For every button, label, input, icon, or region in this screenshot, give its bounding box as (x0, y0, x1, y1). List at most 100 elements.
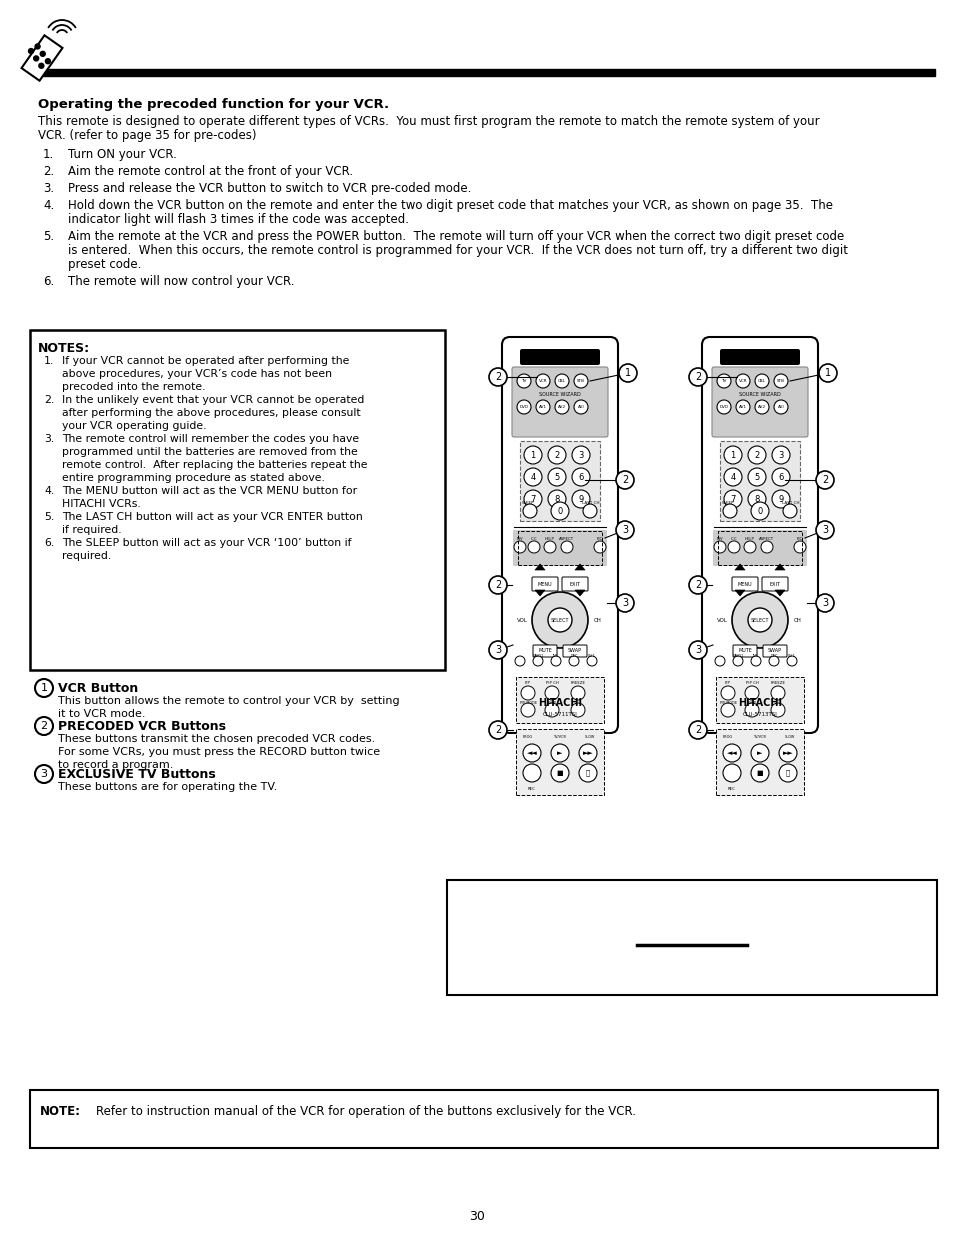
Circle shape (717, 374, 730, 388)
Circle shape (771, 490, 789, 508)
Text: 2: 2 (694, 725, 700, 735)
Text: VCR: VCR (738, 379, 746, 383)
Circle shape (544, 703, 558, 718)
Circle shape (533, 656, 542, 666)
Circle shape (760, 541, 772, 553)
Circle shape (688, 721, 706, 739)
FancyBboxPatch shape (532, 577, 558, 592)
FancyBboxPatch shape (761, 577, 787, 592)
Text: entire programming procedure as stated above.: entire programming procedure as stated a… (62, 473, 325, 483)
Text: For some VCRs, you must press the RECORD button twice: For some VCRs, you must press the RECORD… (58, 747, 379, 757)
Text: SWAP: SWAP (567, 648, 581, 653)
FancyBboxPatch shape (731, 577, 758, 592)
Text: SWAP: SWAP (767, 648, 781, 653)
Circle shape (815, 594, 833, 613)
Circle shape (815, 521, 833, 538)
Circle shape (582, 504, 597, 517)
Text: 2: 2 (495, 372, 500, 382)
Text: AV2: AV2 (757, 405, 765, 409)
Polygon shape (575, 590, 584, 597)
Circle shape (717, 400, 730, 414)
Circle shape (517, 374, 531, 388)
Text: 7: 7 (730, 494, 735, 504)
Circle shape (551, 743, 568, 762)
Text: LAST CH: LAST CH (781, 501, 799, 505)
Text: PROG: PROG (522, 735, 533, 739)
Text: 30: 30 (469, 1210, 484, 1223)
Circle shape (744, 685, 759, 700)
Text: HELP: HELP (744, 537, 754, 541)
Circle shape (782, 504, 796, 517)
Text: HELP: HELP (544, 537, 555, 541)
Circle shape (754, 400, 768, 414)
Text: Aim the remote at the VCR and press the POWER button.  The remote will turn off : Aim the remote at the VCR and press the … (68, 230, 843, 243)
Text: SOURCE WIZARD: SOURCE WIZARD (739, 393, 781, 398)
Circle shape (532, 592, 587, 648)
Text: CH: CH (793, 618, 801, 622)
Circle shape (722, 743, 740, 762)
FancyBboxPatch shape (519, 350, 599, 366)
Text: SLEEP: SLEEP (521, 501, 534, 505)
Circle shape (551, 656, 560, 666)
Text: STB: STB (776, 379, 784, 383)
Text: required.: required. (62, 551, 112, 561)
Text: DVD: DVD (719, 405, 728, 409)
Circle shape (747, 608, 771, 632)
Text: 2: 2 (495, 725, 500, 735)
Text: 3: 3 (40, 769, 48, 779)
Bar (718, 531, 801, 564)
Text: C.C: C.C (730, 537, 737, 541)
Text: 8: 8 (554, 494, 559, 504)
Circle shape (568, 656, 578, 666)
Circle shape (578, 743, 597, 762)
Circle shape (815, 471, 833, 489)
Text: TV/VCR: TV/VCR (753, 735, 765, 739)
Text: SLOW: SLOW (584, 735, 595, 739)
Text: 3.: 3. (44, 433, 54, 445)
Text: SOURCE WIZARD: SOURCE WIZARD (538, 393, 580, 398)
Text: CBL: CBL (758, 379, 765, 383)
Text: INC: INC (752, 655, 759, 658)
Text: PIP CH: PIP CH (745, 680, 758, 685)
Text: 2: 2 (621, 475, 627, 485)
Text: it to VCR mode.: it to VCR mode. (58, 709, 146, 719)
Text: The MENU button will act as the VCR MENU button for: The MENU button will act as the VCR MENU… (62, 487, 356, 496)
Text: 8: 8 (754, 494, 759, 504)
Circle shape (779, 764, 796, 782)
Text: 3: 3 (821, 598, 827, 608)
Text: Refer to instruction manual of the VCR for operation of the buttons exclusively : Refer to instruction manual of the VCR f… (96, 1105, 636, 1118)
Text: ►►: ►► (781, 750, 793, 756)
FancyBboxPatch shape (562, 645, 586, 657)
Circle shape (520, 703, 535, 718)
Bar (517, 531, 601, 564)
Text: 2: 2 (754, 451, 759, 459)
Text: 2: 2 (554, 451, 559, 459)
Circle shape (571, 685, 584, 700)
Text: 1: 1 (40, 683, 48, 693)
Text: 3: 3 (621, 525, 627, 535)
Text: VCR. (refer to page 35 for pre-codes): VCR. (refer to page 35 for pre-codes) (38, 128, 256, 142)
Text: The remote will now control your VCR.: The remote will now control your VCR. (68, 275, 294, 288)
FancyBboxPatch shape (513, 530, 606, 566)
Circle shape (547, 490, 565, 508)
Text: 6: 6 (778, 473, 782, 482)
Circle shape (750, 501, 768, 520)
Text: TV: TV (720, 379, 726, 383)
Text: 6.: 6. (43, 275, 54, 288)
Text: CLU-5713TSI: CLU-5713TSI (741, 713, 777, 718)
Circle shape (773, 400, 787, 414)
Text: 6.: 6. (44, 538, 54, 548)
Circle shape (770, 685, 784, 700)
Polygon shape (535, 590, 544, 597)
Circle shape (793, 541, 805, 553)
Text: In the unlikely event that your VCR cannot be operated: In the unlikely event that your VCR cann… (62, 395, 364, 405)
Circle shape (520, 685, 535, 700)
Text: 9: 9 (778, 494, 782, 504)
Circle shape (536, 400, 550, 414)
Circle shape (33, 56, 39, 61)
Circle shape (723, 490, 741, 508)
Text: 2: 2 (694, 580, 700, 590)
Circle shape (523, 468, 541, 487)
Text: SWAP: SWAP (546, 701, 557, 705)
Text: DVD: DVD (519, 405, 528, 409)
